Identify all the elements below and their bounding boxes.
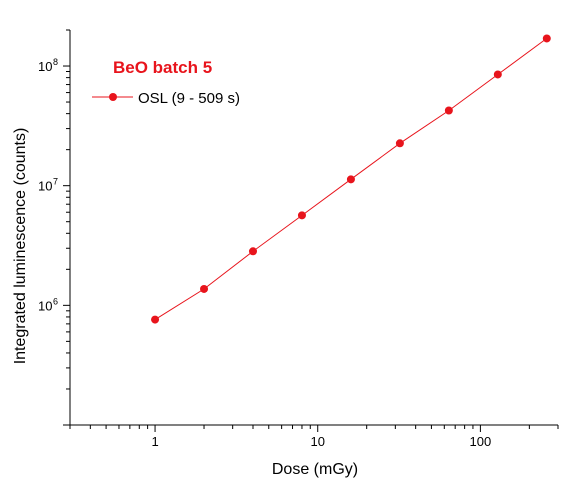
x-ticks: 1 10 100 [69, 425, 559, 449]
axes [69, 30, 558, 426]
y-tick-exponent: 8 [53, 57, 58, 67]
data-point [395, 139, 404, 148]
data-point [444, 106, 453, 115]
legend-label: OSL (9 - 509 s) [138, 90, 240, 107]
y-tick-exponent: 6 [53, 296, 58, 306]
data-point [493, 70, 502, 79]
y-tick-label: 10 [38, 59, 52, 74]
data-point [151, 315, 160, 324]
legend-marker [109, 93, 117, 101]
x-tick-label: 10 [310, 434, 324, 449]
y-tick-label: 10 [38, 298, 52, 313]
data-point [297, 211, 306, 220]
data-point [200, 284, 209, 293]
legend: OSL (9 - 509 s) [92, 90, 240, 107]
data-point [542, 34, 551, 43]
data-point [248, 247, 257, 256]
x-axis-title: Dose (mGy) [272, 461, 358, 478]
y-tick-label: 10 [38, 179, 52, 194]
data-point [346, 175, 355, 184]
y-axis-title: Integrated luminescence (counts) [12, 128, 29, 365]
x-tick-label: 1 [151, 434, 158, 449]
y-tick-exponent: 7 [53, 177, 58, 187]
x-tick-label: 100 [470, 434, 492, 449]
plot-area [151, 34, 551, 324]
chart-title: BeO batch 5 [113, 58, 212, 77]
